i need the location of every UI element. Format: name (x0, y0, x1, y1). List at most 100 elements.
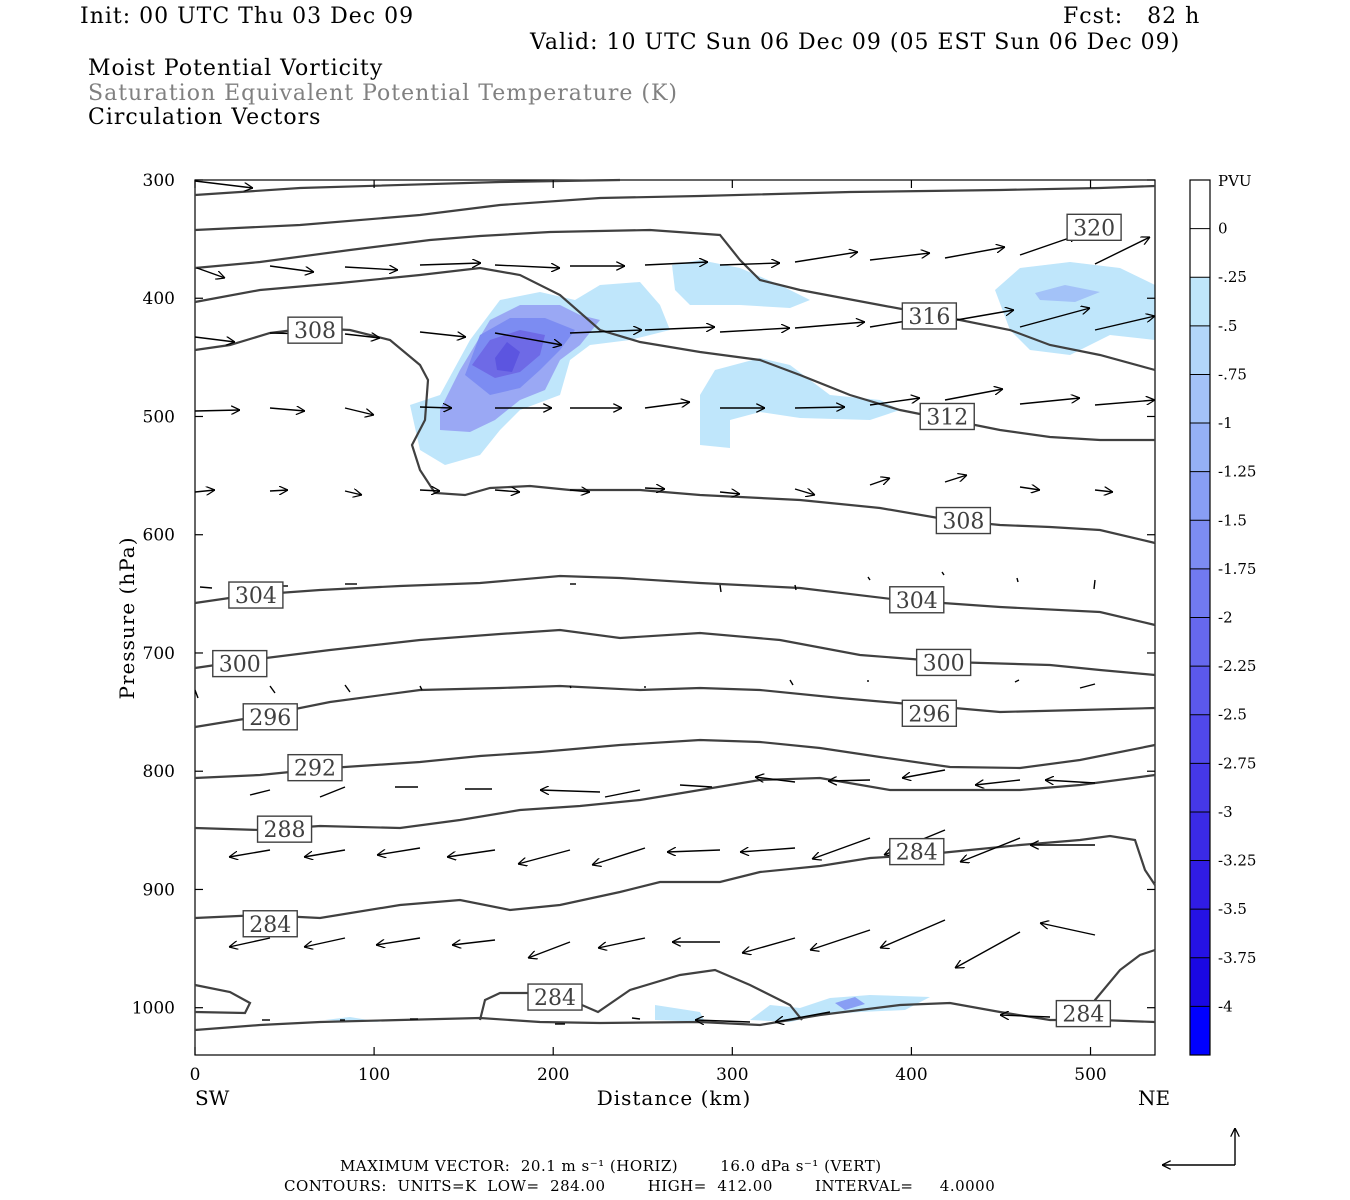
vector (1019, 398, 1080, 405)
colorbar-label: -1.25 (1218, 463, 1256, 481)
colorbar-label: -3 (1218, 803, 1233, 821)
colorbar-swatch (1190, 374, 1210, 424)
vector (794, 322, 865, 329)
colorbar-swatch (1190, 763, 1210, 812)
y-tick-label: 1000 (132, 999, 175, 1019)
vector (812, 837, 871, 859)
contour-label-box (287, 753, 343, 782)
vector (344, 334, 380, 338)
vector (344, 407, 374, 415)
vector (1094, 490, 1113, 492)
contour-288 (194, 773, 1156, 832)
contour-label-text: 284 (1062, 1003, 1104, 1028)
colorbar-swatch (1190, 228, 1210, 278)
y-tick-label: 600 (143, 526, 175, 546)
vector (494, 490, 520, 492)
vector (269, 265, 314, 272)
pv-colorbar: 0 -.25 -.5 -.75 -1 -1.25 -1.5 -1.75 -2 -2.25 -2.5 -… (1189, 179, 1256, 1056)
contour-label: 296 (242, 703, 298, 731)
vector (269, 490, 288, 491)
contour-label: 300 (915, 648, 972, 677)
mpv-region-upper-mid (672, 260, 810, 308)
colorbar-label: -1 (1218, 414, 1233, 432)
vector (419, 263, 481, 265)
contour-label-box (1055, 999, 1112, 1028)
colorbar-swatch (1190, 471, 1210, 521)
vector (494, 332, 562, 345)
x-tick-label: 200 (537, 1065, 569, 1085)
vector (494, 265, 560, 268)
contour-label-box (901, 699, 958, 727)
vector (1094, 237, 1150, 265)
x-end-label-left: SW (195, 1086, 230, 1110)
contour-label-text: 288 (264, 818, 306, 843)
x-tick-label: 100 (358, 1065, 390, 1085)
contour-label: 284 (889, 837, 945, 866)
colorbar-swatch (1190, 617, 1210, 667)
contour-label: 292 (287, 753, 343, 782)
x-tick-label: 0 (190, 1065, 201, 1085)
vector (528, 941, 571, 958)
vector (742, 937, 796, 953)
vector (592, 847, 646, 865)
vector (794, 252, 858, 263)
contour-label-box (889, 586, 945, 614)
vector (695, 1020, 751, 1022)
vector (644, 262, 708, 265)
contour-label-text: 300 (923, 651, 965, 676)
colorbar-swatch (1190, 909, 1210, 958)
colorbar-label: -.5 (1218, 317, 1237, 335)
colorbar-swatch (1190, 423, 1210, 472)
contour-info-note: CONTOURS: UNITS=K LOW= 284.00 HIGH= 412.… (284, 1177, 996, 1195)
colorbar-units: PVU (1218, 172, 1252, 190)
colorbar-swatch (1190, 180, 1210, 229)
colorbar-swatch (1190, 957, 1210, 1007)
contour-284-mid (194, 834, 1156, 920)
vector (419, 407, 452, 408)
colorbar-label: -2.25 (1218, 657, 1256, 675)
max-vector-note: MAXIMUM VECTOR: 20.1 m s⁻¹ (HORIZ) 16.0 … (340, 1157, 882, 1175)
contour-296 (194, 684, 1156, 729)
colorbar-swatch (1190, 1006, 1210, 1055)
contour-label-box (287, 316, 343, 344)
contour-284-bump (478, 968, 803, 1021)
forecast-hour: Fcst: 82 h (1063, 4, 1201, 29)
colorbar-swatch (1190, 568, 1210, 618)
contour-label-text: 296 (908, 702, 950, 727)
contour-304 (194, 574, 1156, 627)
vector (1019, 487, 1040, 490)
colorbar-label: -.25 (1218, 268, 1247, 286)
y-tick-label: 900 (143, 880, 175, 900)
colorbar-label: -3.75 (1218, 949, 1256, 967)
contour-label-box (919, 402, 975, 431)
contour-308 (194, 326, 1156, 545)
colorbar-swatch (1190, 277, 1210, 326)
vector (598, 937, 646, 948)
vector (269, 408, 305, 411)
vector (229, 937, 271, 947)
contour-label-text: 284 (249, 913, 291, 938)
vector (344, 491, 362, 495)
contour-label-box (527, 983, 583, 1011)
colorbar-label: 0 (1218, 220, 1228, 238)
colorbar-swatch (1190, 520, 1210, 569)
colorbar-label: -3.25 (1218, 852, 1256, 870)
colorbar-swatch (1190, 714, 1210, 764)
valid-time: Valid: 10 UTC Sun 06 Dec 09 (05 EST Sun … (530, 30, 1181, 55)
init-time: Init: 00 UTC Thu 03 Dec 09 (80, 4, 415, 29)
contour-label-box (915, 648, 972, 677)
contour-label: 300 (212, 649, 268, 678)
vector (194, 490, 215, 492)
contour-label-text: 320 (1073, 216, 1115, 241)
vector (1019, 308, 1090, 328)
vector (344, 267, 398, 270)
vector (828, 780, 871, 781)
vector (196, 267, 225, 278)
contour-labels: 320 316 312 308 308 304 304 300 300 296 296 292 288 2… (212, 213, 1122, 1028)
vector (1045, 780, 1096, 783)
contour-284-left-cell (194, 983, 252, 1015)
contour-label-text: 304 (235, 584, 277, 609)
colorbar-label: -1.5 (1218, 511, 1247, 529)
vector (755, 777, 796, 783)
y-tick-label: 500 (143, 407, 175, 427)
